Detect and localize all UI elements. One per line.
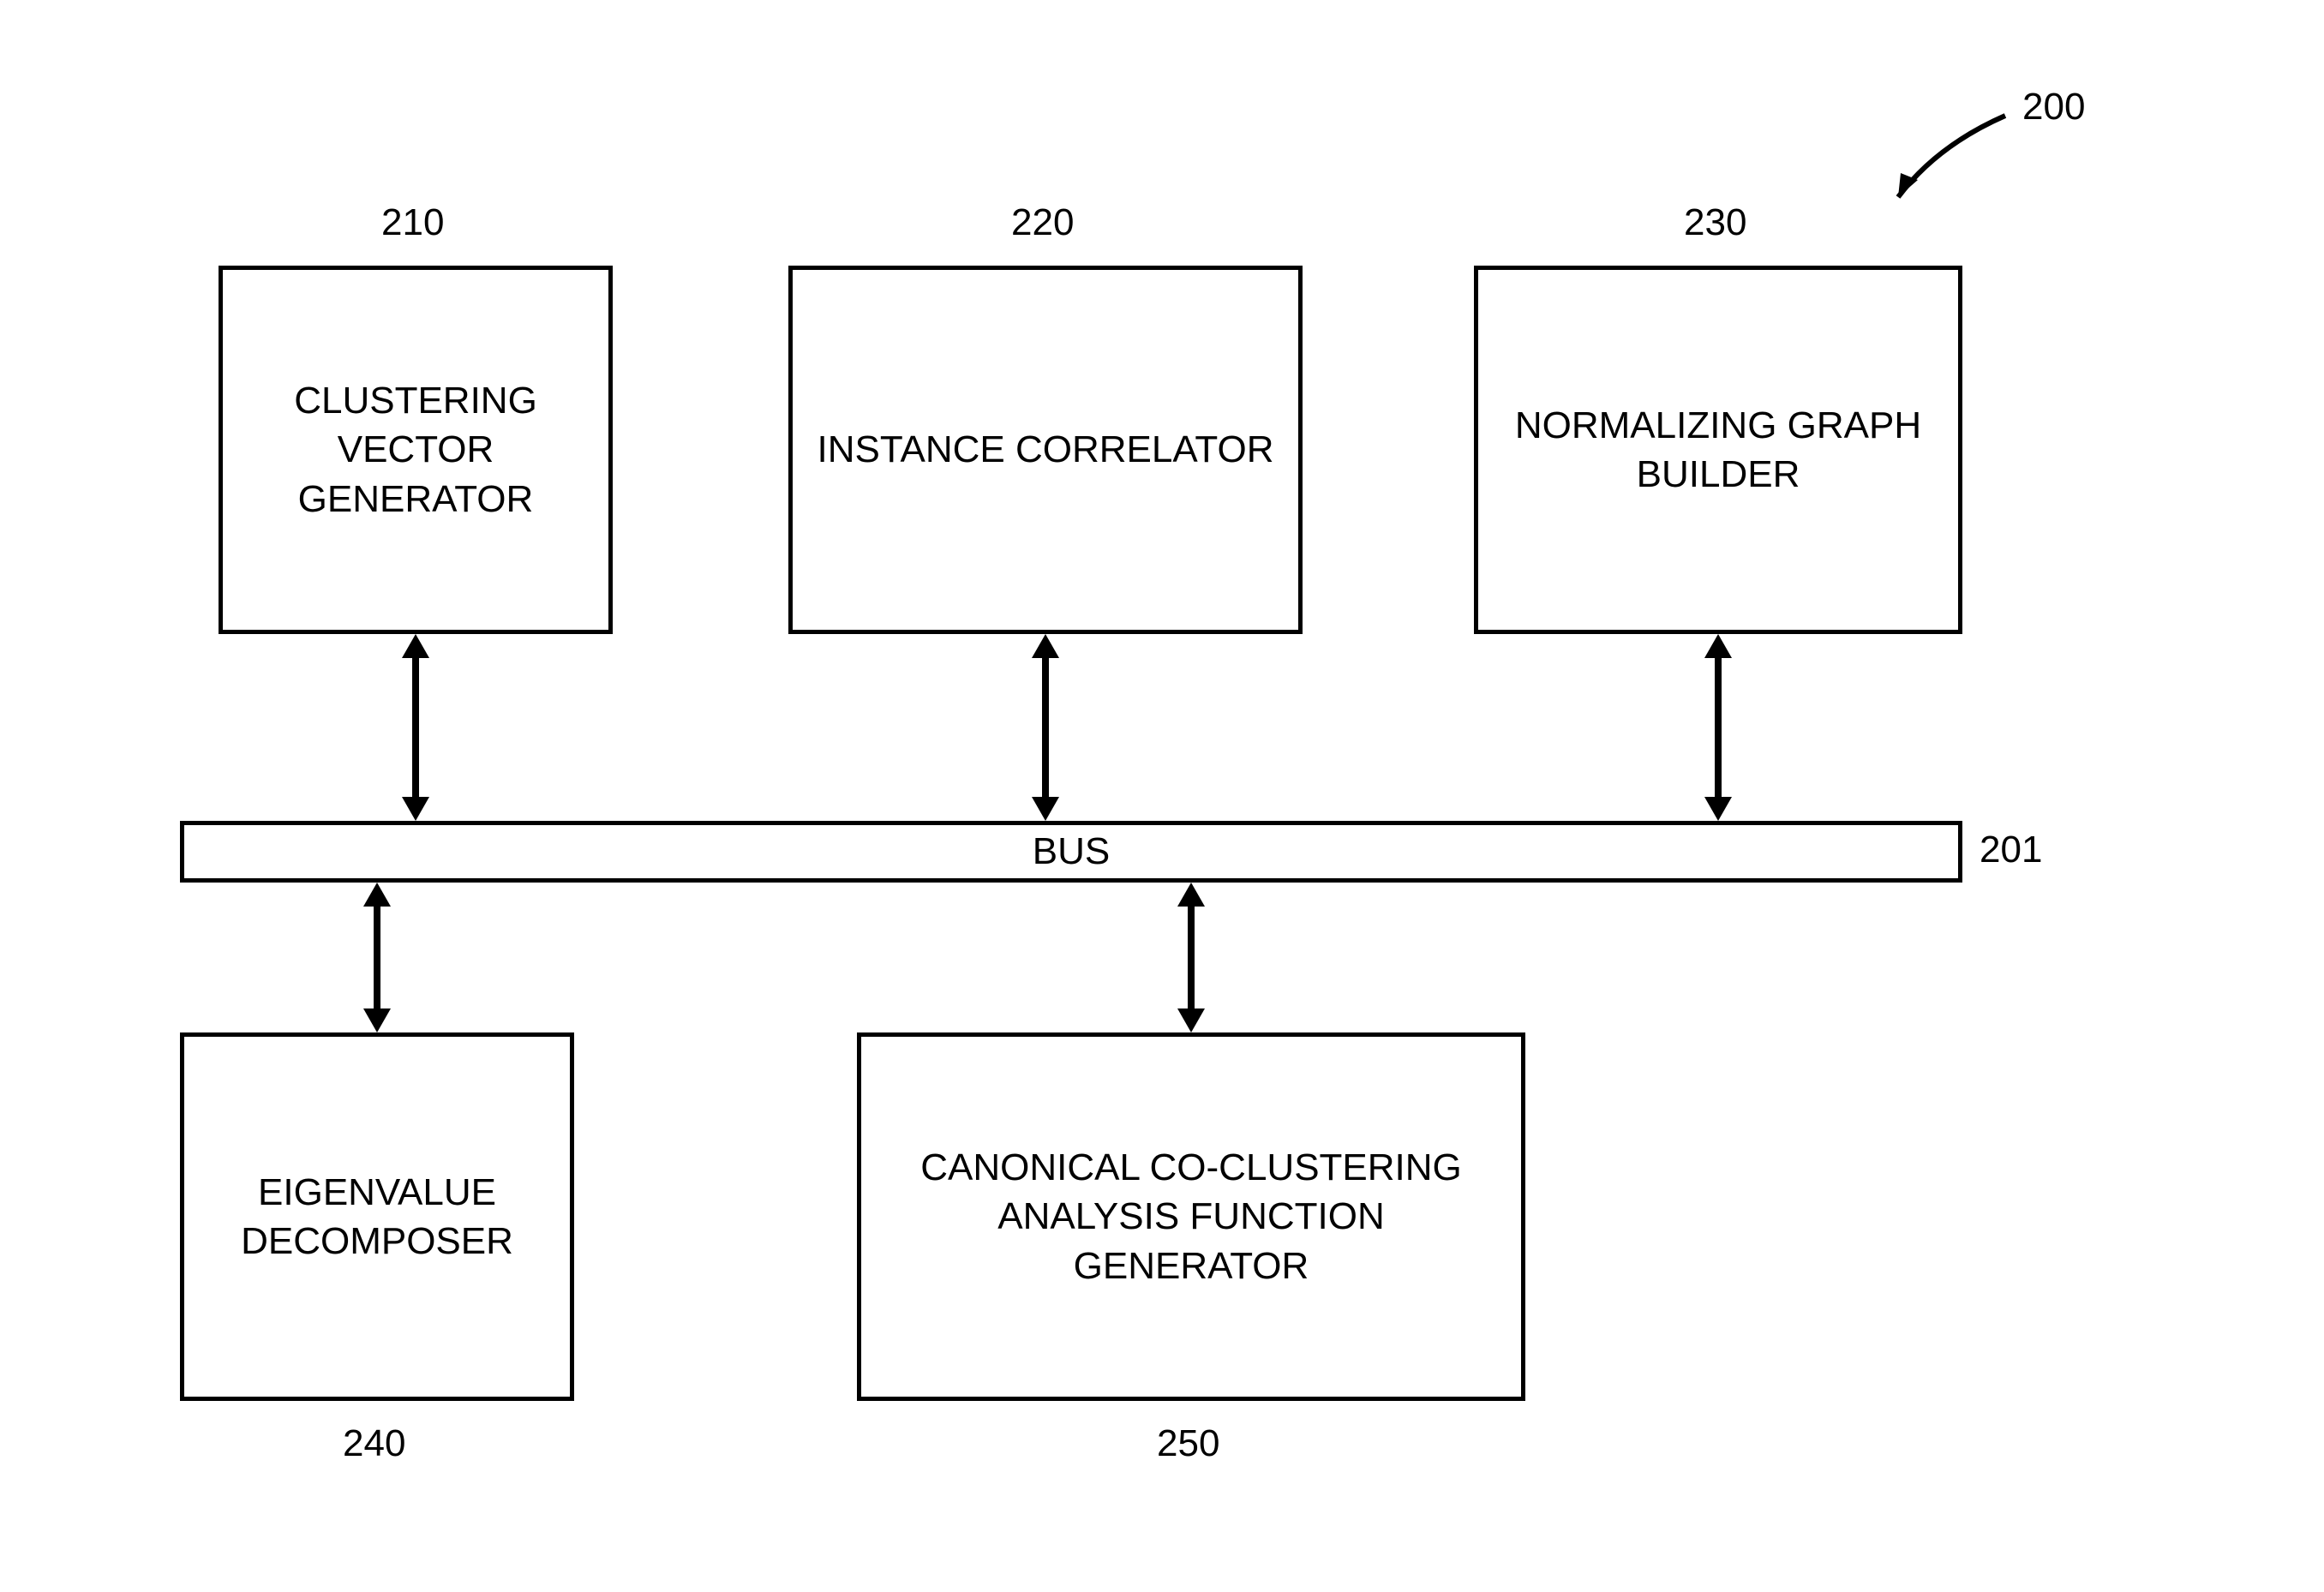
block-label: CANONICAL CO-CLUSTERINGANALYSIS FUNCTION… [878, 1143, 1504, 1290]
block-eigenvalue-decomposer: EIGENVALUEDECOMPOSER [180, 1032, 574, 1401]
leader-arrow [0, 0, 2324, 343]
block-label: EIGENVALUEDECOMPOSER [241, 1168, 513, 1266]
ref-label-201: 201 [1980, 829, 2042, 871]
block-label: NORMALIZING GRAPHBUILDER [1515, 401, 1921, 499]
ref-label-250: 250 [1157, 1422, 1219, 1465]
block-cca-function-generator: CANONICAL CO-CLUSTERINGANALYSIS FUNCTION… [857, 1032, 1525, 1401]
bus: BUS [180, 821, 1962, 883]
block-label: INSTANCE CORRELATOR [818, 425, 1274, 474]
bus-label: BUS [1033, 830, 1110, 873]
ref-label-240: 240 [343, 1422, 405, 1465]
block-label: CLUSTERINGVECTORGENERATOR [294, 376, 537, 524]
